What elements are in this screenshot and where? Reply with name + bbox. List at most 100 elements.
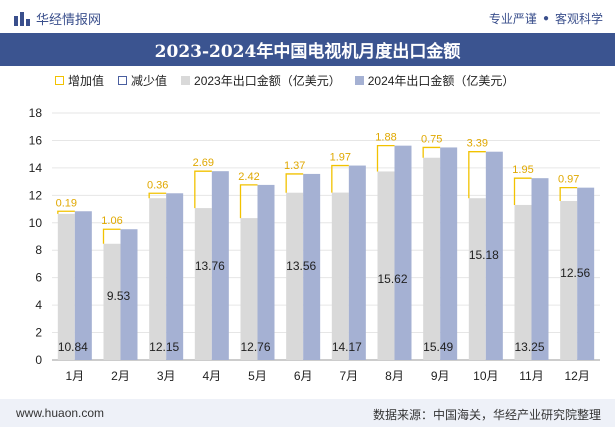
y-tick-label: 18: [29, 106, 43, 120]
brand-name: 华经情报网: [36, 12, 102, 27]
x-tick-label: 4月: [202, 369, 221, 383]
value-label-2024: 15.18: [469, 248, 499, 262]
value-label-2024: 12.15: [149, 340, 179, 354]
top-bar: 华经情报网 专业严谨 ● 客观科学: [0, 0, 615, 33]
x-tick-label: 8月: [385, 369, 404, 383]
bar-2023: [331, 192, 349, 360]
bar-2024: [166, 193, 184, 360]
legend-item-decrease[interactable]: 减少值: [118, 72, 167, 89]
increase-bracket: [148, 192, 167, 199]
bar-2024: [303, 173, 321, 360]
increase-label: 1.37: [284, 160, 305, 172]
bar-2023: [194, 208, 212, 360]
increase-bracket: [239, 184, 258, 219]
x-tick-label: 5月: [248, 369, 267, 383]
value-label-2024: 13.56: [286, 259, 316, 273]
bar-2023: [240, 218, 258, 360]
value-label-2024: 12.76: [240, 340, 270, 354]
bar-2024: [120, 229, 138, 360]
bar-2024: [440, 147, 458, 360]
bar-2023: [423, 157, 441, 360]
header-tags: 专业严谨 ● 客观科学: [489, 10, 603, 27]
increase-label: 0.36: [147, 179, 168, 191]
legend-label-2023: 2023年出口金额（亿美元）: [194, 74, 341, 88]
x-tick-label: 2月: [111, 369, 130, 383]
legend-label-decrease: 减少值: [131, 74, 168, 88]
bar-2024: [531, 178, 549, 360]
increase-bracket: [376, 145, 395, 172]
increase-bracket: [57, 210, 75, 214]
increase-bracket: [285, 173, 304, 193]
chart-title: 2023-2024年中国电视机月度出口金额: [154, 42, 461, 62]
bar-2024: [577, 187, 595, 360]
value-label-2024: 15.49: [423, 340, 453, 354]
value-label-2024: 14.17: [332, 340, 362, 354]
x-tick-label: 7月: [339, 369, 358, 383]
y-tick-label: 2: [35, 326, 42, 340]
title-bar: 2023-2024年中国电视机月度出口金额: [0, 33, 615, 66]
increase-bracket: [513, 177, 532, 205]
dot-separator-icon: ●: [542, 13, 549, 24]
bar-2023: [468, 198, 486, 360]
increase-bracket: [422, 146, 441, 158]
value-label-2024: 13.25: [514, 340, 544, 354]
increase-label: 1.06: [101, 215, 122, 227]
increase-bracket: [194, 170, 212, 209]
increase-label: 0.97: [558, 174, 579, 186]
y-tick-label: 8: [35, 243, 42, 257]
y-tick-label: 12: [29, 188, 43, 202]
bar-2024: [257, 184, 275, 360]
bar-2024: [74, 211, 92, 360]
increase-label: 0.75: [421, 133, 442, 145]
chart-legend: 增加值 减少值 2023年出口金额（亿美元） 2024年出口金额（亿美元）: [55, 72, 514, 89]
x-tick-label: 12月: [564, 369, 589, 383]
brand-logo-icon: [14, 11, 30, 26]
brand[interactable]: 华经情报网: [14, 9, 101, 28]
legend-swatch-increase: [55, 76, 64, 85]
x-tick-label: 9月: [431, 369, 450, 383]
legend-label-increase: 增加值: [68, 74, 105, 88]
value-label-2024: 15.62: [377, 272, 407, 286]
bar-2023: [103, 243, 121, 360]
legend-item-2023[interactable]: 2023年出口金额（亿美元）: [181, 72, 341, 89]
increase-label: 2.42: [238, 171, 259, 183]
value-label-2024: 9.53: [107, 289, 131, 303]
legend-swatch-2023: [181, 76, 191, 85]
increase-label: 3.39: [467, 138, 488, 150]
value-label-2024: 10.84: [58, 340, 88, 354]
x-tick-label: 11月: [519, 369, 543, 383]
increase-label: 1.95: [512, 164, 533, 176]
bar-2023: [377, 171, 395, 360]
legend-item-increase[interactable]: 增加值: [55, 72, 104, 89]
legend-swatch-2024: [354, 76, 364, 85]
footer-source: 数据来源：中国海关，华经产业研究院整理: [372, 408, 601, 422]
footer: www.huaon.com 数据来源：中国海关，华经产业研究院整理: [0, 399, 615, 427]
increase-label: 1.97: [330, 152, 351, 164]
bar-2023: [57, 213, 75, 360]
bar-2024: [485, 151, 503, 360]
increase-bracket: [331, 164, 349, 193]
value-label-2024: 13.76: [195, 259, 225, 273]
increase-bracket: [102, 228, 121, 244]
increase-label: 2.69: [193, 157, 214, 169]
bar-2023: [286, 192, 304, 360]
increase-label: 1.88: [375, 132, 396, 144]
legend-label-2024: 2024年出口金额（亿美元）: [367, 74, 515, 88]
legend-item-2024[interactable]: 2024年出口金额（亿美元）: [354, 72, 515, 89]
bar-2023: [149, 198, 167, 360]
footer-site-link[interactable]: www.huaon.com: [16, 406, 105, 420]
legend-swatch-decrease: [118, 76, 128, 85]
y-tick-label: 16: [29, 133, 43, 147]
tag-objective: 客观科学: [554, 12, 603, 26]
x-tick-label: 1月: [65, 369, 84, 383]
increase-bracket: [559, 186, 578, 201]
y-tick-label: 6: [35, 271, 42, 285]
increase-bracket: [468, 151, 486, 199]
bar-2023: [560, 200, 578, 360]
value-label-2024: 12.56: [560, 266, 590, 280]
x-tick-label: 3月: [157, 369, 176, 383]
bar-2024: [211, 171, 229, 360]
y-tick-label: 10: [29, 216, 43, 230]
y-tick-label: 4: [35, 298, 42, 312]
